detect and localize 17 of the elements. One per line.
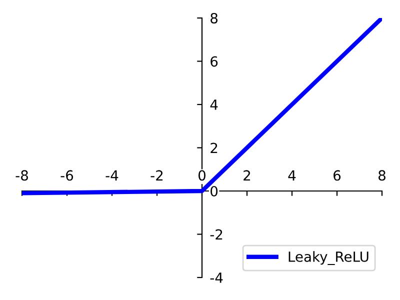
x-tick-label: -8 <box>16 170 28 181</box>
legend-label: Leaky_ReLU <box>288 251 368 265</box>
y-tick-label: -4 <box>210 272 223 283</box>
y-tick-label: 6 <box>210 56 218 67</box>
x-tick-label: 4 <box>288 170 296 180</box>
x-tick-label: -6 <box>60 170 74 181</box>
x-tick-label: 2 <box>244 170 250 180</box>
y-tick-label: 4 <box>210 100 218 110</box>
x-tick-label: 0 <box>198 170 206 181</box>
y-tick-label: 2 <box>210 142 218 154</box>
x-tick-label: -4 <box>106 170 118 180</box>
x-tick-label: 8 <box>378 170 386 181</box>
y-tick-label: 8 <box>210 12 218 24</box>
x-tick-label: -2 <box>150 170 163 180</box>
x-tick-label: 6 <box>334 170 341 181</box>
y-tick-label: -2 <box>210 229 222 240</box>
y-tick-label: 0 <box>210 186 218 196</box>
